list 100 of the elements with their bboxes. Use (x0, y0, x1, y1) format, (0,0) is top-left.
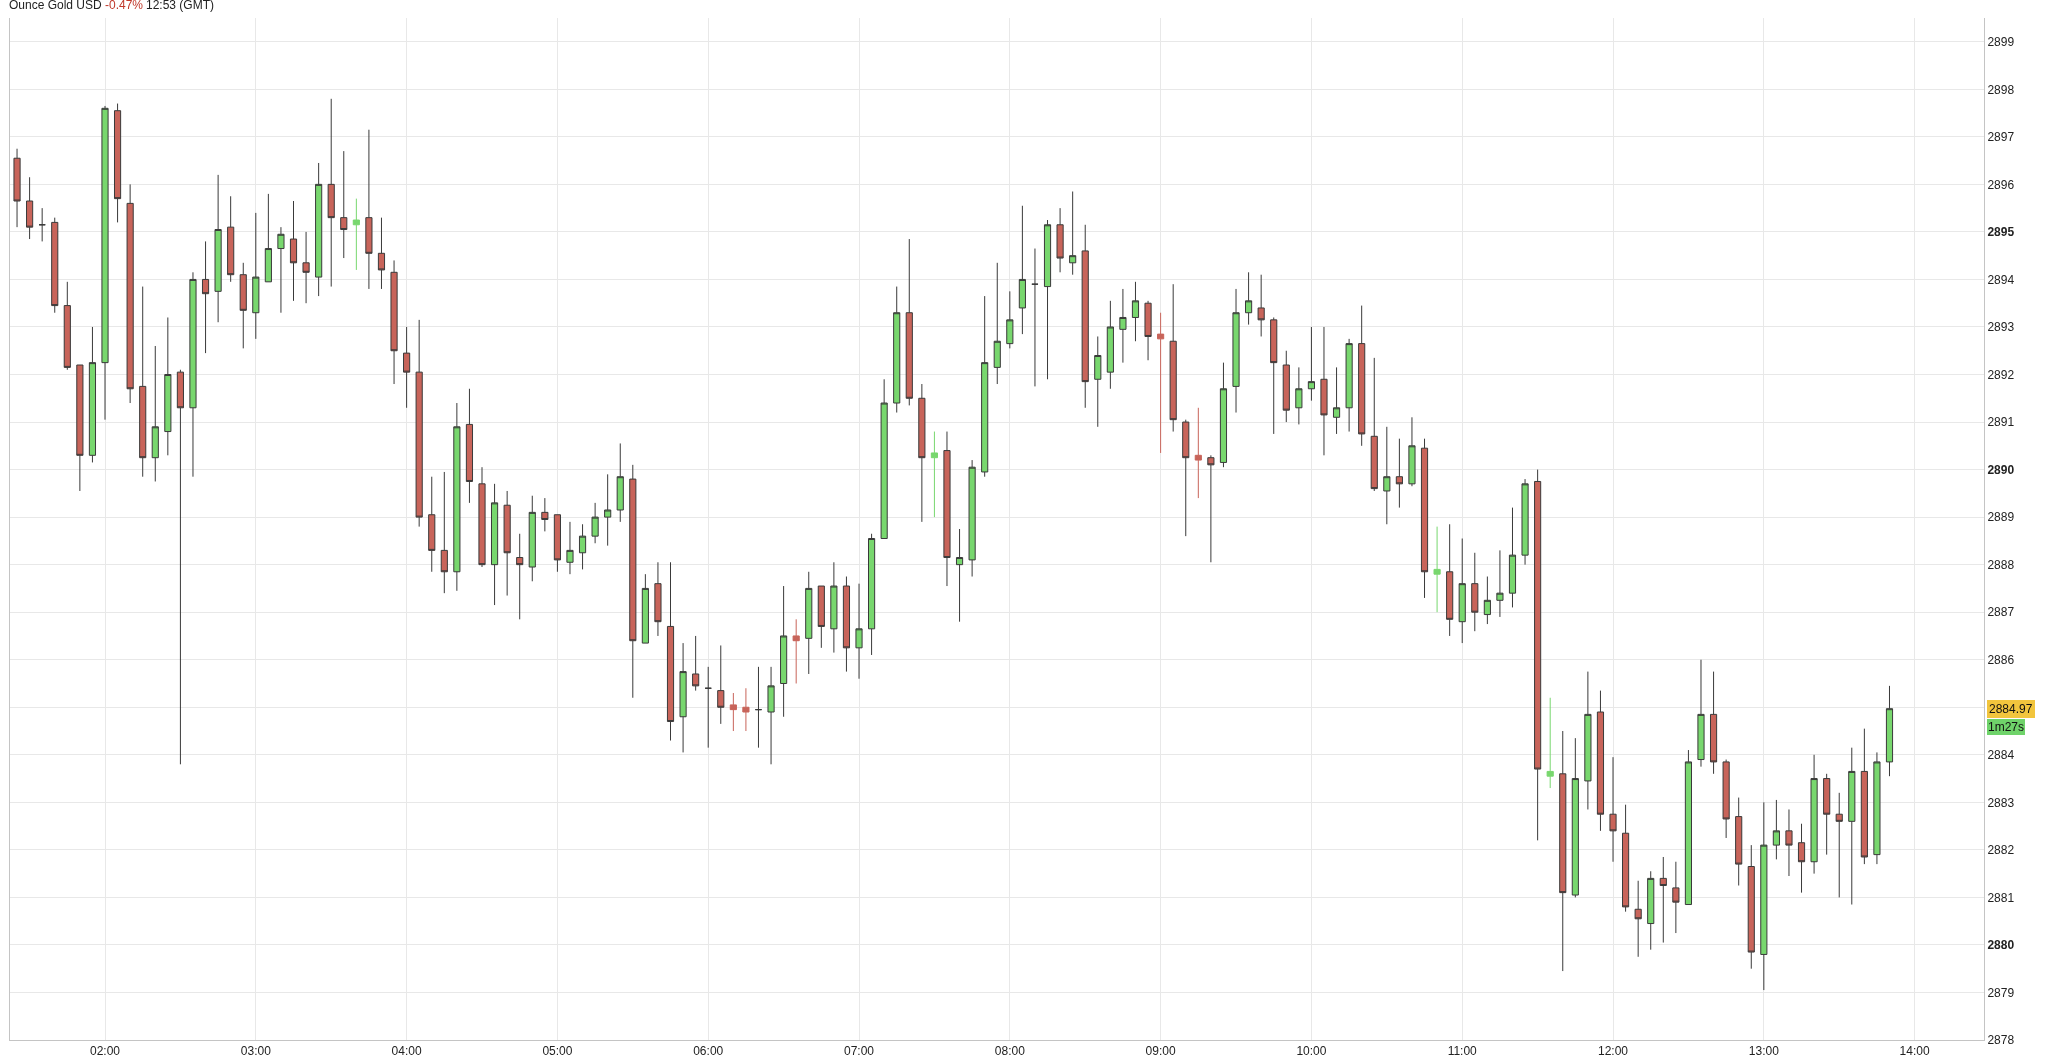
candlestick (742, 687, 750, 732)
candlestick (252, 212, 260, 340)
x-tick-label: 12:00 (1598, 1044, 1629, 1059)
candlestick (968, 459, 976, 578)
candlestick (101, 105, 109, 421)
candlestick (1584, 671, 1592, 810)
candlestick (1797, 823, 1806, 894)
candlestick (1307, 326, 1315, 402)
candlestick (239, 262, 247, 349)
y-tick-label: 2882 (1987, 843, 2015, 858)
candlestick (1094, 335, 1102, 428)
candlestick (566, 521, 574, 575)
candlestick (1823, 773, 1831, 856)
candlestick (76, 364, 84, 492)
candlestick (1873, 751, 1881, 865)
candlestick (1081, 224, 1089, 409)
candlestick (1320, 326, 1328, 456)
y-tick-label: 2879 (1987, 985, 2015, 1000)
x-tick-label: 06:00 (693, 1044, 724, 1059)
candlestick (302, 231, 310, 304)
x-tick-label: 04:00 (391, 1044, 422, 1059)
candlestick (214, 174, 222, 323)
candlestick (1810, 754, 1818, 875)
candlestick (767, 666, 775, 765)
x-tick-label: 09:00 (1145, 1044, 1176, 1059)
candlestick (692, 635, 700, 692)
candlestick (277, 226, 285, 314)
y-tick-label: 2889 (1987, 510, 2015, 525)
candlestick (578, 523, 587, 570)
y-tick-label: 2881 (1987, 890, 2015, 905)
candlestick (1018, 205, 1026, 335)
candlestick (1747, 844, 1755, 970)
candlestick (792, 618, 800, 684)
candlestick (930, 431, 938, 518)
y-tick-label: 2892 (1987, 367, 2015, 382)
candlestick (340, 150, 348, 259)
candlestick (1144, 300, 1152, 361)
candlestick (1521, 478, 1529, 566)
candlestick (1408, 416, 1416, 487)
candlestick (1848, 747, 1856, 906)
candlestick (817, 585, 825, 649)
text: 1m27s (1988, 720, 2025, 734)
candlestick (1446, 523, 1454, 637)
x-tick-label: 13:00 (1748, 1044, 1780, 1059)
candlestick (1056, 207, 1064, 273)
x-tick-label: 03:00 (240, 1044, 272, 1059)
candlestick (1508, 507, 1517, 608)
candlestick (1332, 366, 1341, 435)
candlestick (553, 514, 561, 573)
x-tick-label: 11:00 (1447, 1044, 1478, 1059)
candlestick (905, 238, 913, 406)
candlestick (641, 573, 649, 644)
candlestick (63, 281, 71, 371)
candlestick (1358, 305, 1366, 447)
candlestick (139, 286, 147, 478)
candlestick (1157, 312, 1165, 454)
candlestick (1546, 697, 1554, 789)
candlestick (1772, 799, 1780, 860)
candlestick (880, 378, 888, 540)
y-tick-label: 2888 (1987, 557, 2015, 572)
candlestick (629, 464, 637, 699)
candlestick (1270, 316, 1278, 435)
candlestick (1370, 357, 1378, 492)
candlestick (830, 561, 838, 654)
candlestick (403, 326, 411, 409)
candlestick (1634, 880, 1642, 958)
chart-title: Ounce Gold USD (9, 0, 103, 13)
candlestick (289, 200, 298, 302)
y-tick-label: 2891 (1987, 415, 2015, 430)
candlestick (88, 326, 97, 463)
candlestick (1760, 801, 1768, 991)
candlestick (1345, 338, 1353, 433)
y-tick-label: 2886 (1987, 652, 2015, 667)
candlestick (1559, 730, 1567, 972)
y-tick-label: 2896 (1987, 177, 2015, 192)
x-tick-label: 08:00 (994, 1044, 1026, 1059)
x-tick-label: 07:00 (844, 1044, 875, 1059)
candlestick (478, 466, 486, 568)
candlestick (604, 473, 612, 547)
candlestick (1609, 756, 1617, 863)
candlestick (1709, 671, 1718, 775)
candlestick (704, 666, 712, 749)
candlestick (1647, 870, 1655, 951)
x-tick-label: 05:00 (542, 1044, 573, 1059)
candlestick (679, 642, 687, 753)
candlestick (1735, 797, 1743, 887)
candlestick (1182, 419, 1190, 537)
candlestick (1785, 808, 1793, 877)
candlestick (352, 198, 360, 271)
candlestick (1232, 288, 1240, 414)
candlestick (1697, 659, 1705, 768)
candlestick (993, 262, 1001, 385)
candlestick (113, 103, 122, 223)
candlestick (1131, 281, 1140, 342)
candlestick (377, 217, 386, 290)
candlestick (1433, 526, 1441, 613)
candlestick (503, 490, 511, 597)
candlestick (264, 193, 272, 283)
candlestick (754, 666, 763, 749)
candlestick (1169, 283, 1177, 433)
